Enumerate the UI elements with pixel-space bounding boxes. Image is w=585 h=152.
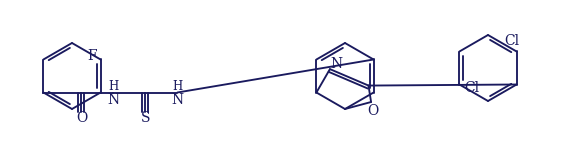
- Text: Cl: Cl: [504, 35, 519, 48]
- Text: O: O: [367, 104, 378, 118]
- Text: S: S: [140, 112, 150, 126]
- Text: N: N: [331, 57, 343, 71]
- Text: O: O: [76, 112, 87, 126]
- Text: N: N: [108, 93, 119, 107]
- Text: H: H: [173, 80, 183, 93]
- Text: F: F: [88, 50, 97, 64]
- Text: H: H: [108, 80, 119, 93]
- Text: N: N: [171, 93, 184, 107]
- Text: Cl: Cl: [464, 81, 479, 95]
